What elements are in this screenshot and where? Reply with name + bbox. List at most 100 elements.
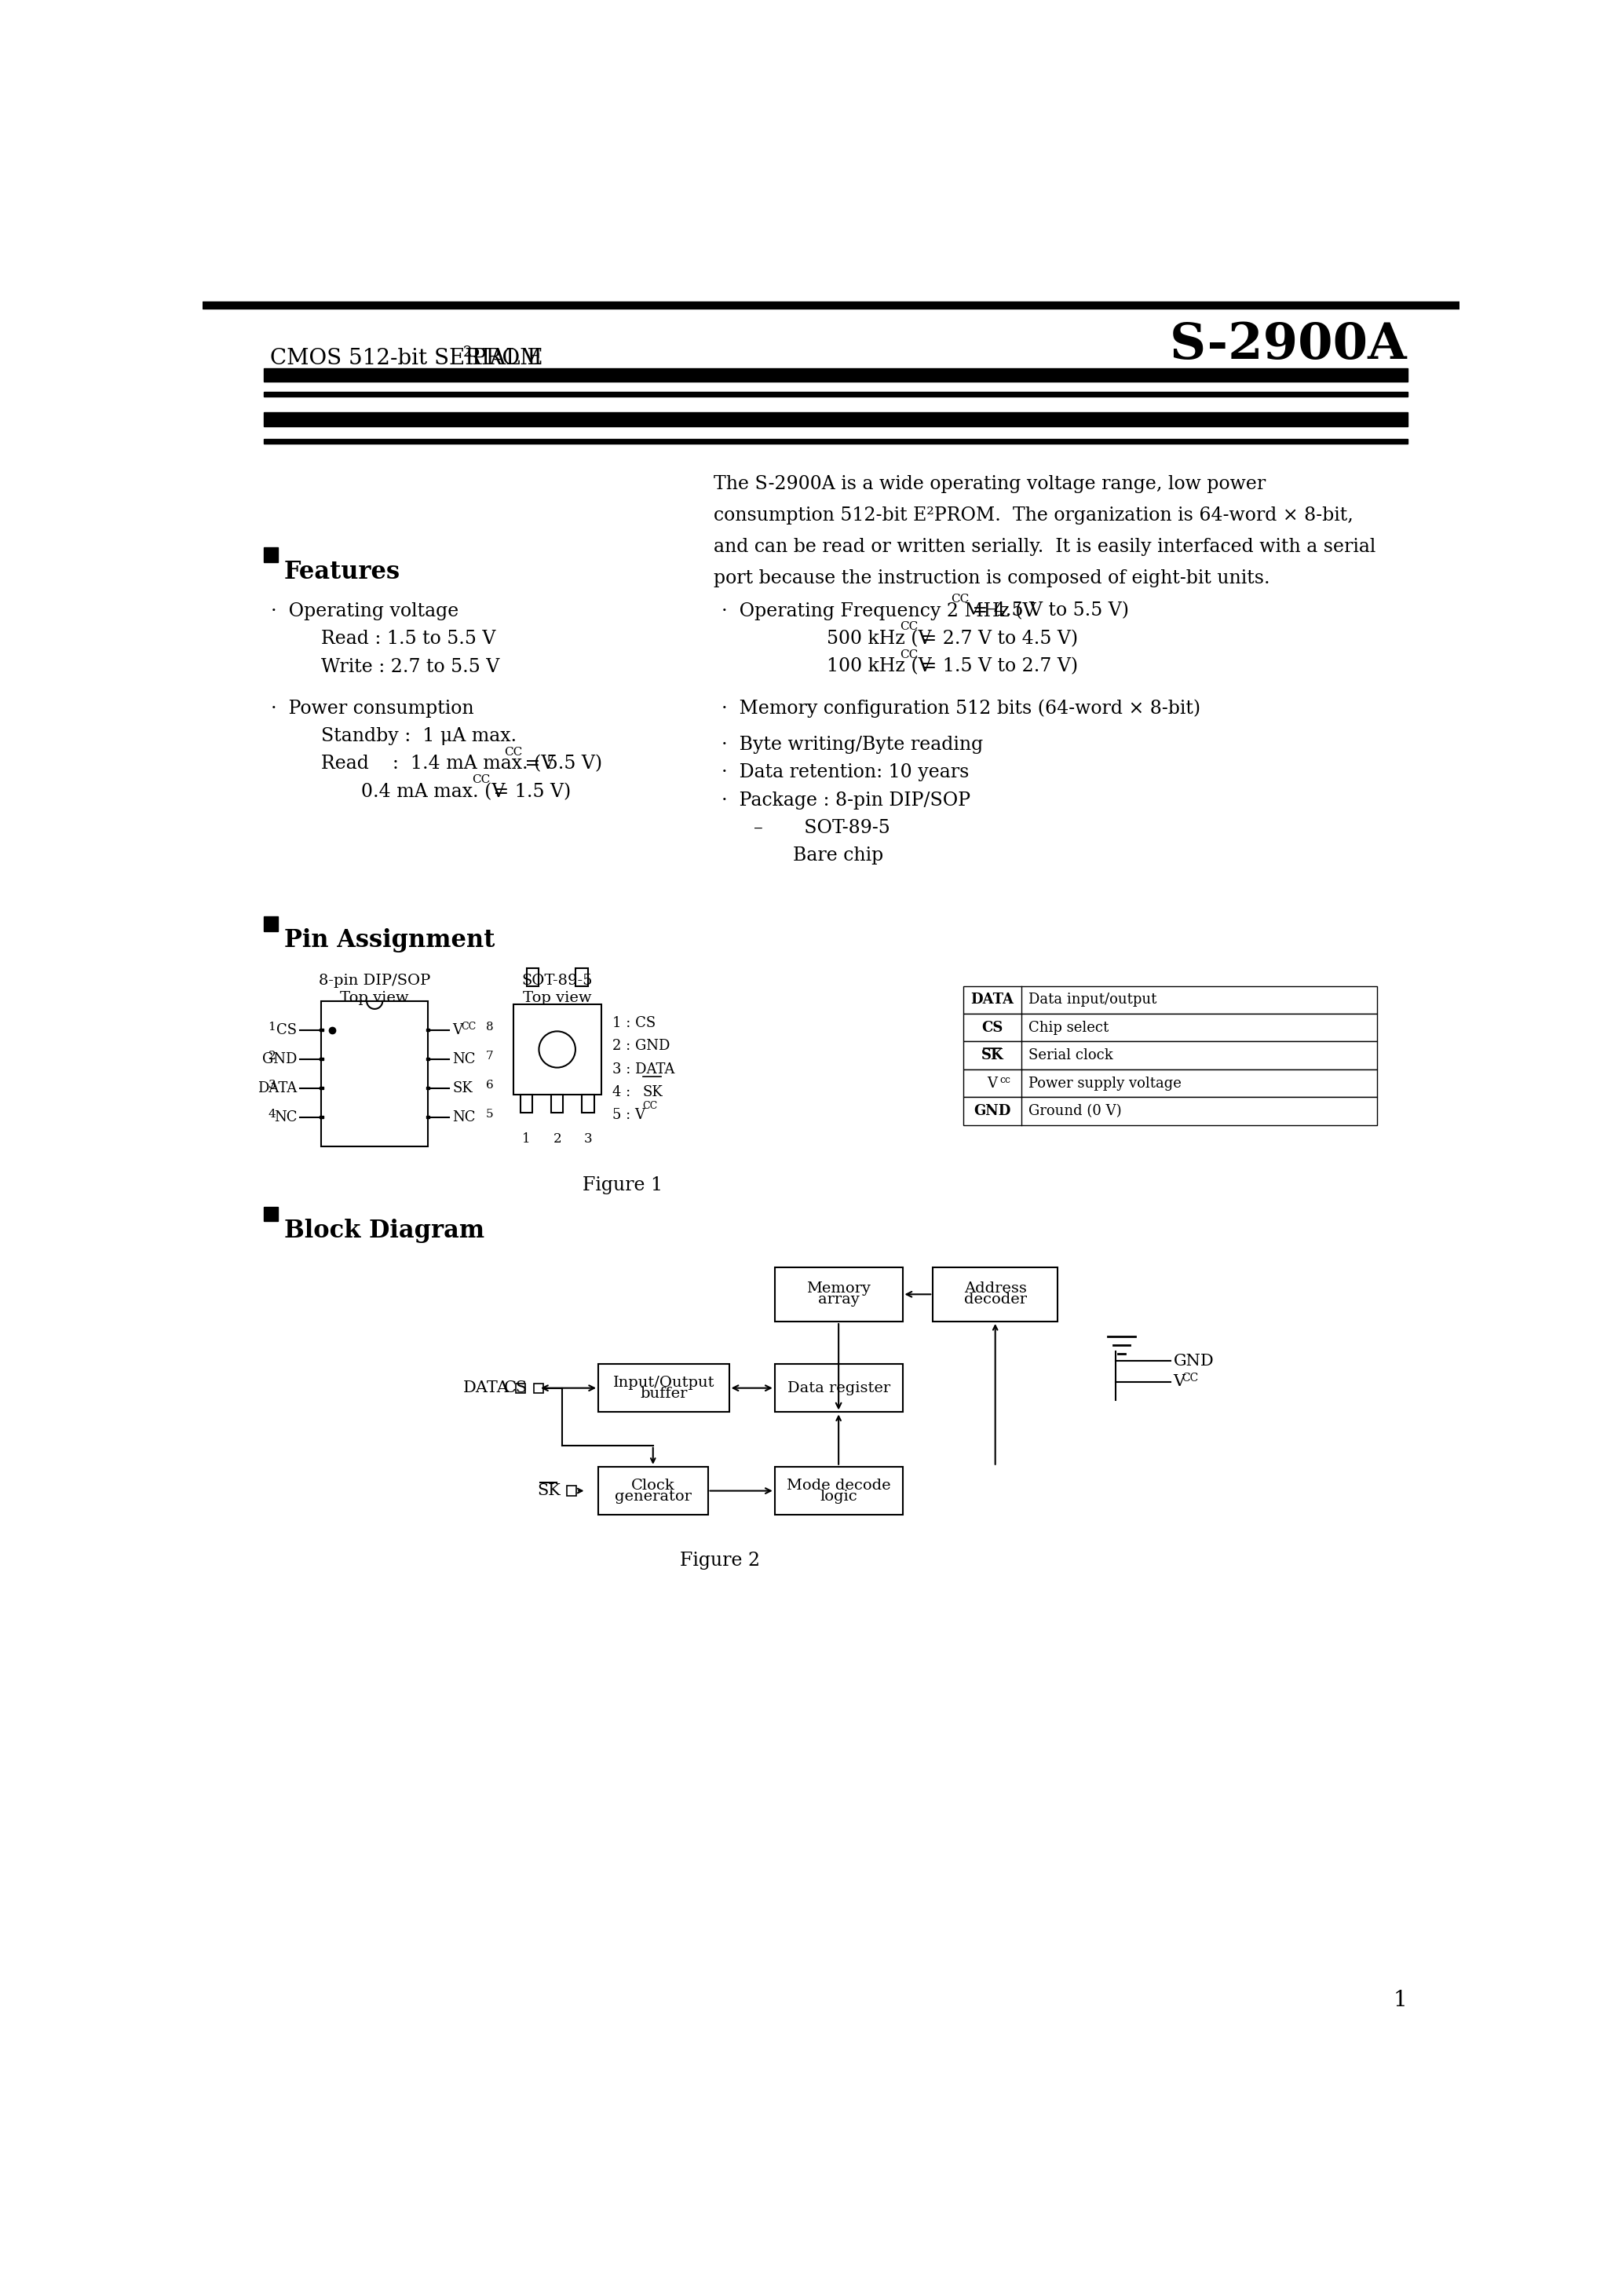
Text: Input/Output: Input/Output: [613, 1375, 714, 1389]
Bar: [534, 1382, 543, 1394]
Bar: [963, 1097, 1377, 1125]
Text: 2: 2: [464, 344, 472, 360]
Bar: [963, 1042, 1377, 1070]
Text: 3: 3: [584, 1132, 592, 1146]
Text: consumption 512-bit E²PROM.  The organization is 64-word × 8-bit,: consumption 512-bit E²PROM. The organiza…: [714, 507, 1354, 523]
Text: Figure 2: Figure 2: [680, 1552, 761, 1570]
Bar: [933, 1267, 1058, 1322]
Text: 3: 3: [268, 1079, 276, 1091]
Bar: [264, 439, 1408, 443]
Text: ·  Byte writing/Byte reading: · Byte writing/Byte reading: [722, 735, 983, 753]
Text: Read : 1.5 to 5.5 V: Read : 1.5 to 5.5 V: [321, 629, 496, 647]
Bar: [513, 1003, 602, 1095]
Text: CC: CC: [642, 1100, 659, 1111]
Text: SK: SK: [537, 1483, 561, 1499]
Bar: [320, 1029, 323, 1031]
Text: and can be read or written serially.  It is easily interfaced with a serial: and can be read or written serially. It …: [714, 537, 1375, 556]
Text: port because the instruction is composed of eight-bit units.: port because the instruction is composed…: [714, 569, 1270, 588]
Bar: [427, 1029, 430, 1031]
Text: NC: NC: [453, 1109, 475, 1125]
Bar: [264, 413, 1408, 427]
Text: 8: 8: [485, 1022, 493, 1033]
Text: Memory: Memory: [806, 1281, 871, 1295]
Text: DATA: DATA: [258, 1081, 297, 1095]
Bar: [264, 549, 279, 563]
Text: CC: CC: [504, 746, 522, 758]
Bar: [566, 1486, 576, 1495]
Bar: [321, 1001, 428, 1146]
Text: Figure 1: Figure 1: [582, 1176, 663, 1194]
Text: CC: CC: [900, 650, 918, 661]
Circle shape: [539, 1031, 576, 1068]
Text: ·  Package : 8-pin DIP/SOP: · Package : 8-pin DIP/SOP: [722, 792, 970, 808]
Bar: [427, 1086, 430, 1088]
Text: V: V: [453, 1024, 462, 1038]
Text: decoder: decoder: [963, 1293, 1027, 1306]
Bar: [582, 1095, 594, 1114]
Text: Bare chip: Bare chip: [793, 847, 884, 866]
Bar: [516, 1382, 526, 1394]
Text: array: array: [817, 1293, 860, 1306]
Text: Serial clock: Serial clock: [1028, 1049, 1113, 1063]
Bar: [427, 1116, 430, 1118]
Text: 500 kHz (V: 500 kHz (V: [826, 629, 931, 647]
Text: 1 : CS: 1 : CS: [611, 1017, 655, 1031]
Bar: [527, 969, 539, 985]
Text: 3 : DATA: 3 : DATA: [611, 1063, 675, 1077]
Text: cc: cc: [999, 1075, 1011, 1086]
Text: ·  Operating voltage: · Operating voltage: [271, 602, 459, 620]
Text: 1: 1: [1393, 1991, 1408, 2011]
Text: = 4.5 V to 5.5 V): = 4.5 V to 5.5 V): [967, 602, 1129, 620]
Text: 0.4 mA max. (V: 0.4 mA max. (V: [362, 783, 504, 801]
Text: 2 : GND: 2 : GND: [611, 1040, 670, 1054]
Bar: [320, 1116, 323, 1118]
Text: = 1.5 V to 2.7 V): = 1.5 V to 2.7 V): [915, 657, 1079, 675]
Text: Write : 2.7 to 5.5 V: Write : 2.7 to 5.5 V: [321, 657, 500, 675]
Text: Chip select: Chip select: [1028, 1022, 1109, 1035]
Text: CS: CS: [276, 1024, 297, 1038]
Text: 100 kHz (V: 100 kHz (V: [826, 657, 931, 675]
Bar: [264, 393, 1408, 397]
Text: NC: NC: [453, 1052, 475, 1065]
Text: Ground (0 V): Ground (0 V): [1028, 1104, 1121, 1118]
Text: 6: 6: [485, 1079, 493, 1091]
Text: generator: generator: [615, 1490, 691, 1504]
Text: Data input/output: Data input/output: [1028, 992, 1156, 1008]
Text: Top view: Top view: [341, 992, 409, 1006]
Text: 5: 5: [485, 1109, 493, 1120]
Text: Power supply voltage: Power supply voltage: [1028, 1077, 1181, 1091]
Text: CC: CC: [461, 1022, 475, 1031]
Text: SK: SK: [453, 1081, 472, 1095]
Text: CC: CC: [472, 774, 490, 785]
Bar: [576, 969, 587, 985]
Bar: [963, 1070, 1377, 1097]
Text: Data register: Data register: [787, 1380, 890, 1396]
Text: Top view: Top view: [522, 992, 592, 1006]
Text: CS: CS: [981, 1022, 1002, 1035]
Text: CC: CC: [950, 595, 970, 604]
Text: Features: Features: [284, 560, 401, 583]
Bar: [264, 367, 1408, 381]
Bar: [599, 1364, 728, 1412]
Text: Block Diagram: Block Diagram: [284, 1219, 485, 1242]
Bar: [521, 1095, 532, 1114]
Text: 2: 2: [553, 1132, 561, 1146]
Bar: [775, 1267, 902, 1322]
Text: ·  Power consumption: · Power consumption: [271, 700, 474, 716]
Text: V: V: [1173, 1375, 1186, 1389]
Bar: [320, 1086, 323, 1088]
Text: ·  Data retention: 10 years: · Data retention: 10 years: [722, 762, 968, 781]
Bar: [963, 1015, 1377, 1042]
Bar: [775, 1467, 902, 1515]
Text: 4: 4: [268, 1109, 276, 1120]
Text: Pin Assignment: Pin Assignment: [284, 928, 495, 953]
Text: SK: SK: [642, 1086, 663, 1100]
Bar: [775, 1364, 902, 1412]
Text: CS: CS: [504, 1380, 527, 1396]
Text: logic: logic: [819, 1490, 858, 1504]
Text: GND: GND: [973, 1104, 1011, 1118]
Text: Mode decode: Mode decode: [787, 1479, 890, 1492]
Text: –       SOT-89-5: – SOT-89-5: [753, 820, 890, 838]
Text: GND: GND: [263, 1052, 297, 1065]
Text: SOT-89-5: SOT-89-5: [522, 974, 592, 987]
